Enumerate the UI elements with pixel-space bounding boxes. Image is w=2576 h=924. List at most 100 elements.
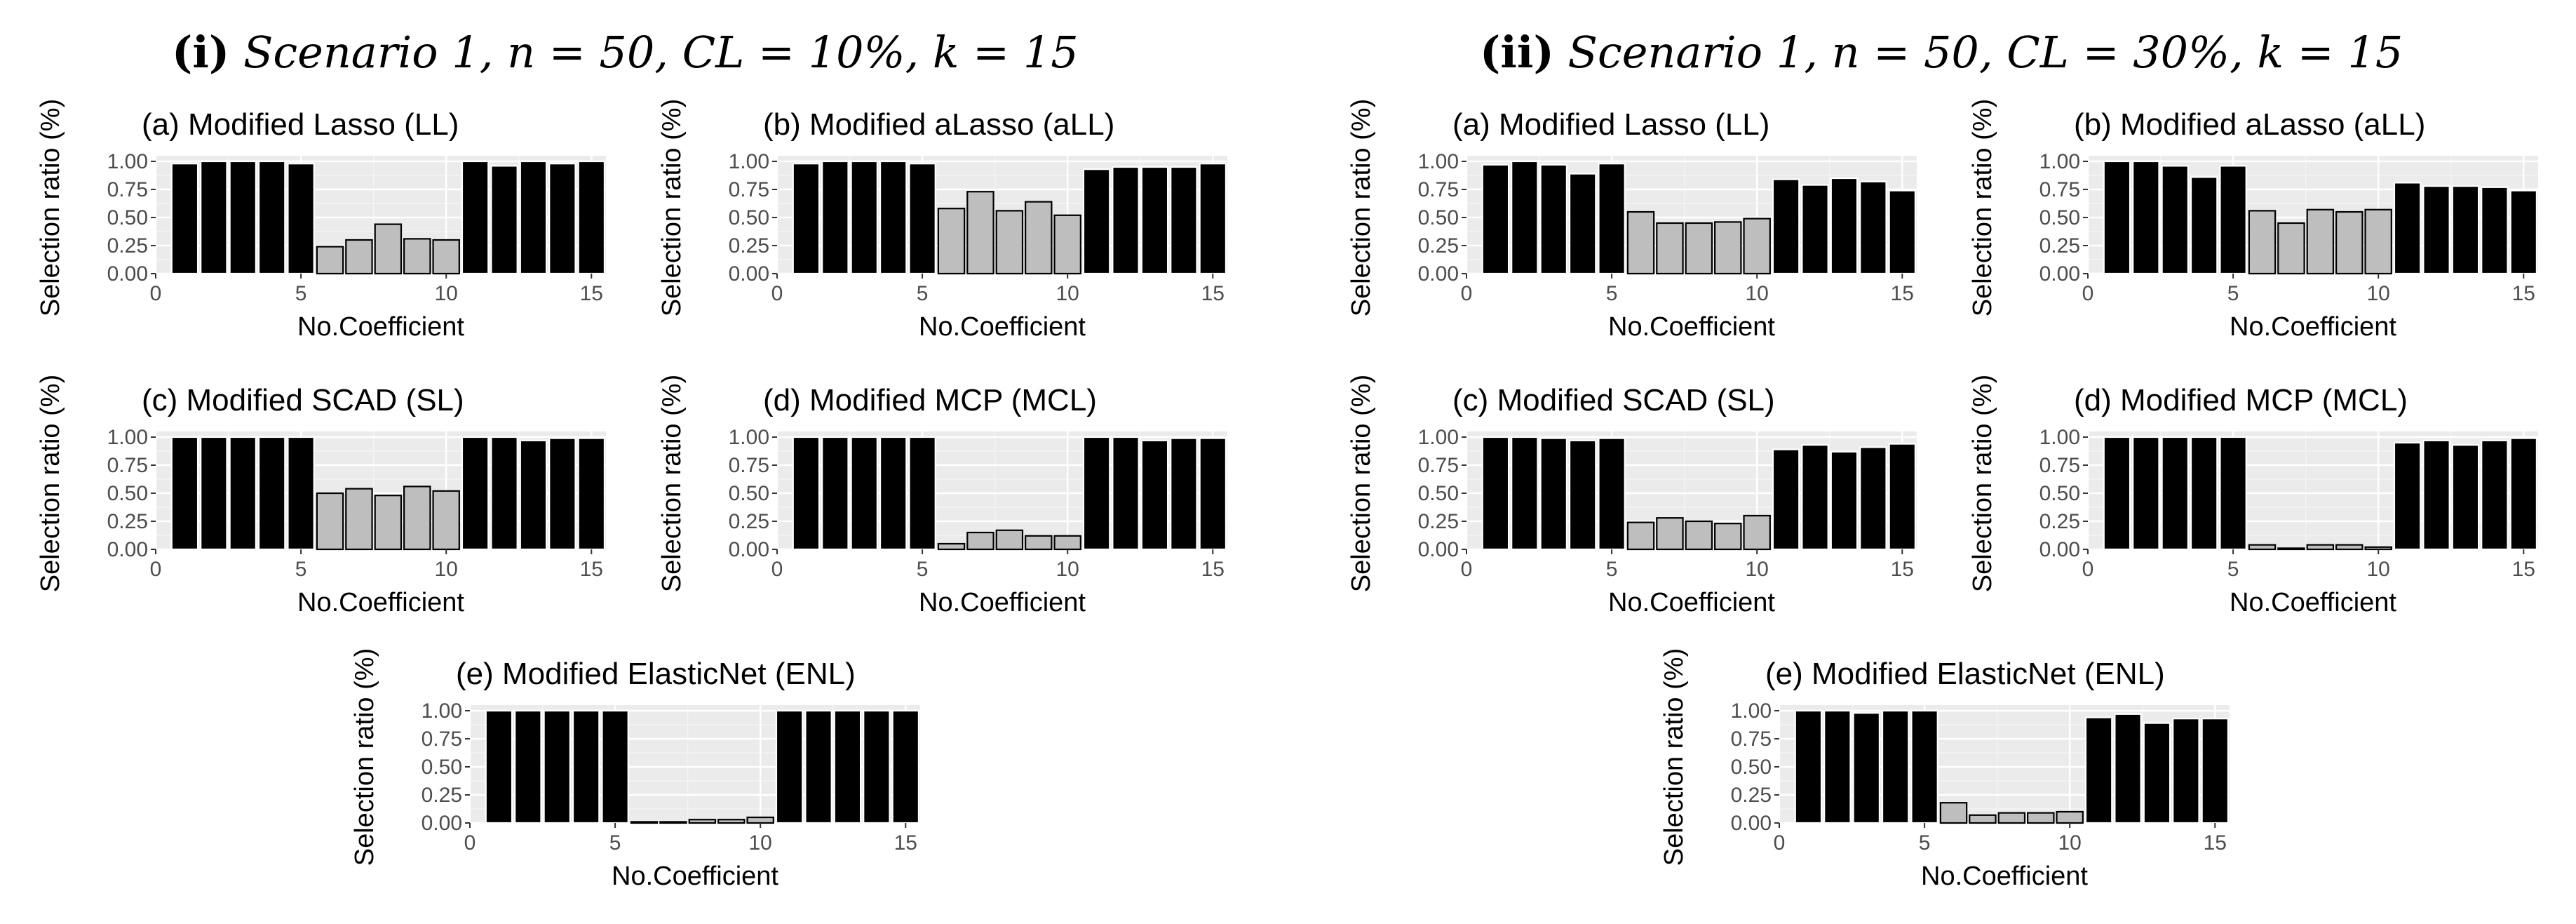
bar — [2219, 165, 2247, 275]
bar — [2509, 437, 2538, 551]
bar — [1112, 436, 1140, 551]
y-tick-label: 1.00 — [107, 150, 148, 173]
chart-title: (e) Modified ElasticNet (ENL) — [1765, 657, 2165, 691]
bar — [1772, 448, 1800, 551]
bar — [2422, 185, 2450, 275]
chart-panel: 0.00 0.25 0.50 0.75 1.00 0 5 10 15 (a) Modified L… — [1347, 99, 1917, 342]
x-tick-label: 5 — [2227, 558, 2239, 581]
bar — [2190, 436, 2218, 551]
y-tick-label: 0.00 — [422, 812, 462, 835]
scenario-title-i: (i) Scenario 1, n = 50, CL = 10%, k = 15 — [172, 27, 1079, 78]
x-axis-label: No.Coefficient — [297, 588, 464, 617]
chart-title: (d) Modified MCP (MCL) — [2074, 383, 2408, 417]
bar — [1969, 814, 1997, 824]
x-tick-label: 0 — [464, 831, 476, 855]
x-axis-label: No.Coefficient — [612, 862, 778, 891]
bar — [2277, 222, 2305, 275]
y-tick-label: 0.50 — [1418, 206, 1459, 229]
x-tick-label: 10 — [2367, 558, 2390, 581]
y-tick-label: 1.00 — [729, 150, 769, 173]
bar — [1772, 178, 1800, 275]
bar — [2161, 165, 2189, 275]
bar — [519, 439, 548, 551]
x-tick-label: 15 — [580, 558, 603, 581]
x-tick-label: 5 — [1919, 831, 1931, 855]
bar — [2306, 208, 2335, 275]
x-tick-label: 10 — [1746, 558, 1769, 581]
bar — [2084, 716, 2113, 824]
y-tick-label: 0.25 — [2039, 234, 2080, 257]
x-tick-label: 0 — [1461, 558, 1473, 581]
bar — [257, 160, 286, 275]
bar — [1881, 709, 1910, 824]
y-tick-label: 0.75 — [1731, 728, 1772, 751]
x-tick-label: 15 — [1201, 282, 1225, 305]
scenario-numeral: (ii) — [1480, 27, 1554, 78]
y-tick-label: 1.00 — [2039, 150, 2080, 173]
bar — [1794, 709, 1823, 824]
bar — [519, 160, 548, 275]
bar — [2143, 722, 2171, 824]
scenario-text: Scenario 1, n = 50, CL = 10%, k = 15 — [243, 27, 1079, 78]
y-tick-label: 0.00 — [729, 538, 769, 561]
bar — [1140, 439, 1169, 551]
bar — [1481, 436, 1510, 551]
bar — [316, 246, 344, 275]
bar — [821, 436, 849, 551]
bar — [937, 208, 966, 275]
bar — [2219, 436, 2247, 551]
y-tick-label: 0.50 — [1731, 756, 1772, 779]
bar — [1888, 189, 1917, 275]
x-tick-label: 0 — [150, 558, 162, 581]
y-tick-label: 1.00 — [422, 699, 462, 723]
y-tick-label: 0.75 — [107, 178, 148, 201]
bar — [1170, 166, 1198, 275]
y-tick-label: 0.25 — [1731, 784, 1772, 807]
x-tick-label: 5 — [1606, 282, 1618, 305]
y-axis-label: Selection ratio (%) — [1347, 99, 1376, 316]
bar — [2422, 439, 2450, 551]
x-axis-label: No.Coefficient — [919, 588, 1086, 617]
x-tick-label: 5 — [917, 558, 929, 581]
chart-panel: 0.00 0.25 0.50 0.75 1.00 0 5 10 15 (d) Modified M… — [657, 375, 1227, 617]
bar — [908, 163, 936, 275]
bar — [2190, 176, 2218, 275]
chart-panel: 0.00 0.25 0.50 0.75 1.00 0 5 10 15 (c) Modified S… — [36, 375, 606, 617]
x-tick-label: 10 — [749, 831, 772, 855]
bar — [2481, 439, 2509, 551]
x-tick-label: 0 — [771, 282, 783, 305]
bar — [577, 437, 606, 551]
chart-title: (b) Modified aLasso (aLL) — [763, 107, 1114, 142]
chart-title: (c) Modified SCAD (SL) — [1452, 383, 1775, 417]
y-tick-label: 0.00 — [1418, 262, 1459, 286]
bar — [1859, 446, 1887, 551]
y-tick-label: 0.25 — [422, 784, 462, 807]
y-tick-label: 0.25 — [729, 234, 769, 257]
bar — [403, 238, 431, 275]
bar — [1025, 201, 1053, 275]
bar — [1199, 163, 1227, 275]
bar — [514, 709, 542, 824]
bar — [1481, 163, 1510, 275]
bar — [821, 160, 849, 275]
bar — [833, 709, 862, 824]
bar — [2114, 713, 2142, 824]
bar — [1626, 521, 1655, 551]
bar — [2509, 189, 2538, 275]
y-tick-label: 0.75 — [729, 178, 769, 201]
bar — [1082, 436, 1111, 551]
y-tick-label: 0.00 — [107, 538, 148, 561]
bar — [1568, 439, 1597, 551]
bar — [879, 160, 908, 275]
y-tick-label: 0.00 — [729, 262, 769, 286]
y-tick-label: 0.50 — [2039, 482, 2080, 505]
chart-panel: 0.00 0.25 0.50 0.75 1.00 0 5 10 15 (e) Modified E… — [1659, 648, 2230, 891]
bar — [1997, 812, 2026, 824]
y-tick-label: 1.00 — [2039, 426, 2080, 449]
x-tick-label: 15 — [2512, 558, 2535, 581]
y-tick-label: 0.25 — [1418, 234, 1459, 257]
x-tick-label: 15 — [2512, 282, 2535, 305]
bar — [746, 816, 774, 824]
bar — [1626, 210, 1655, 275]
bar — [461, 160, 490, 275]
